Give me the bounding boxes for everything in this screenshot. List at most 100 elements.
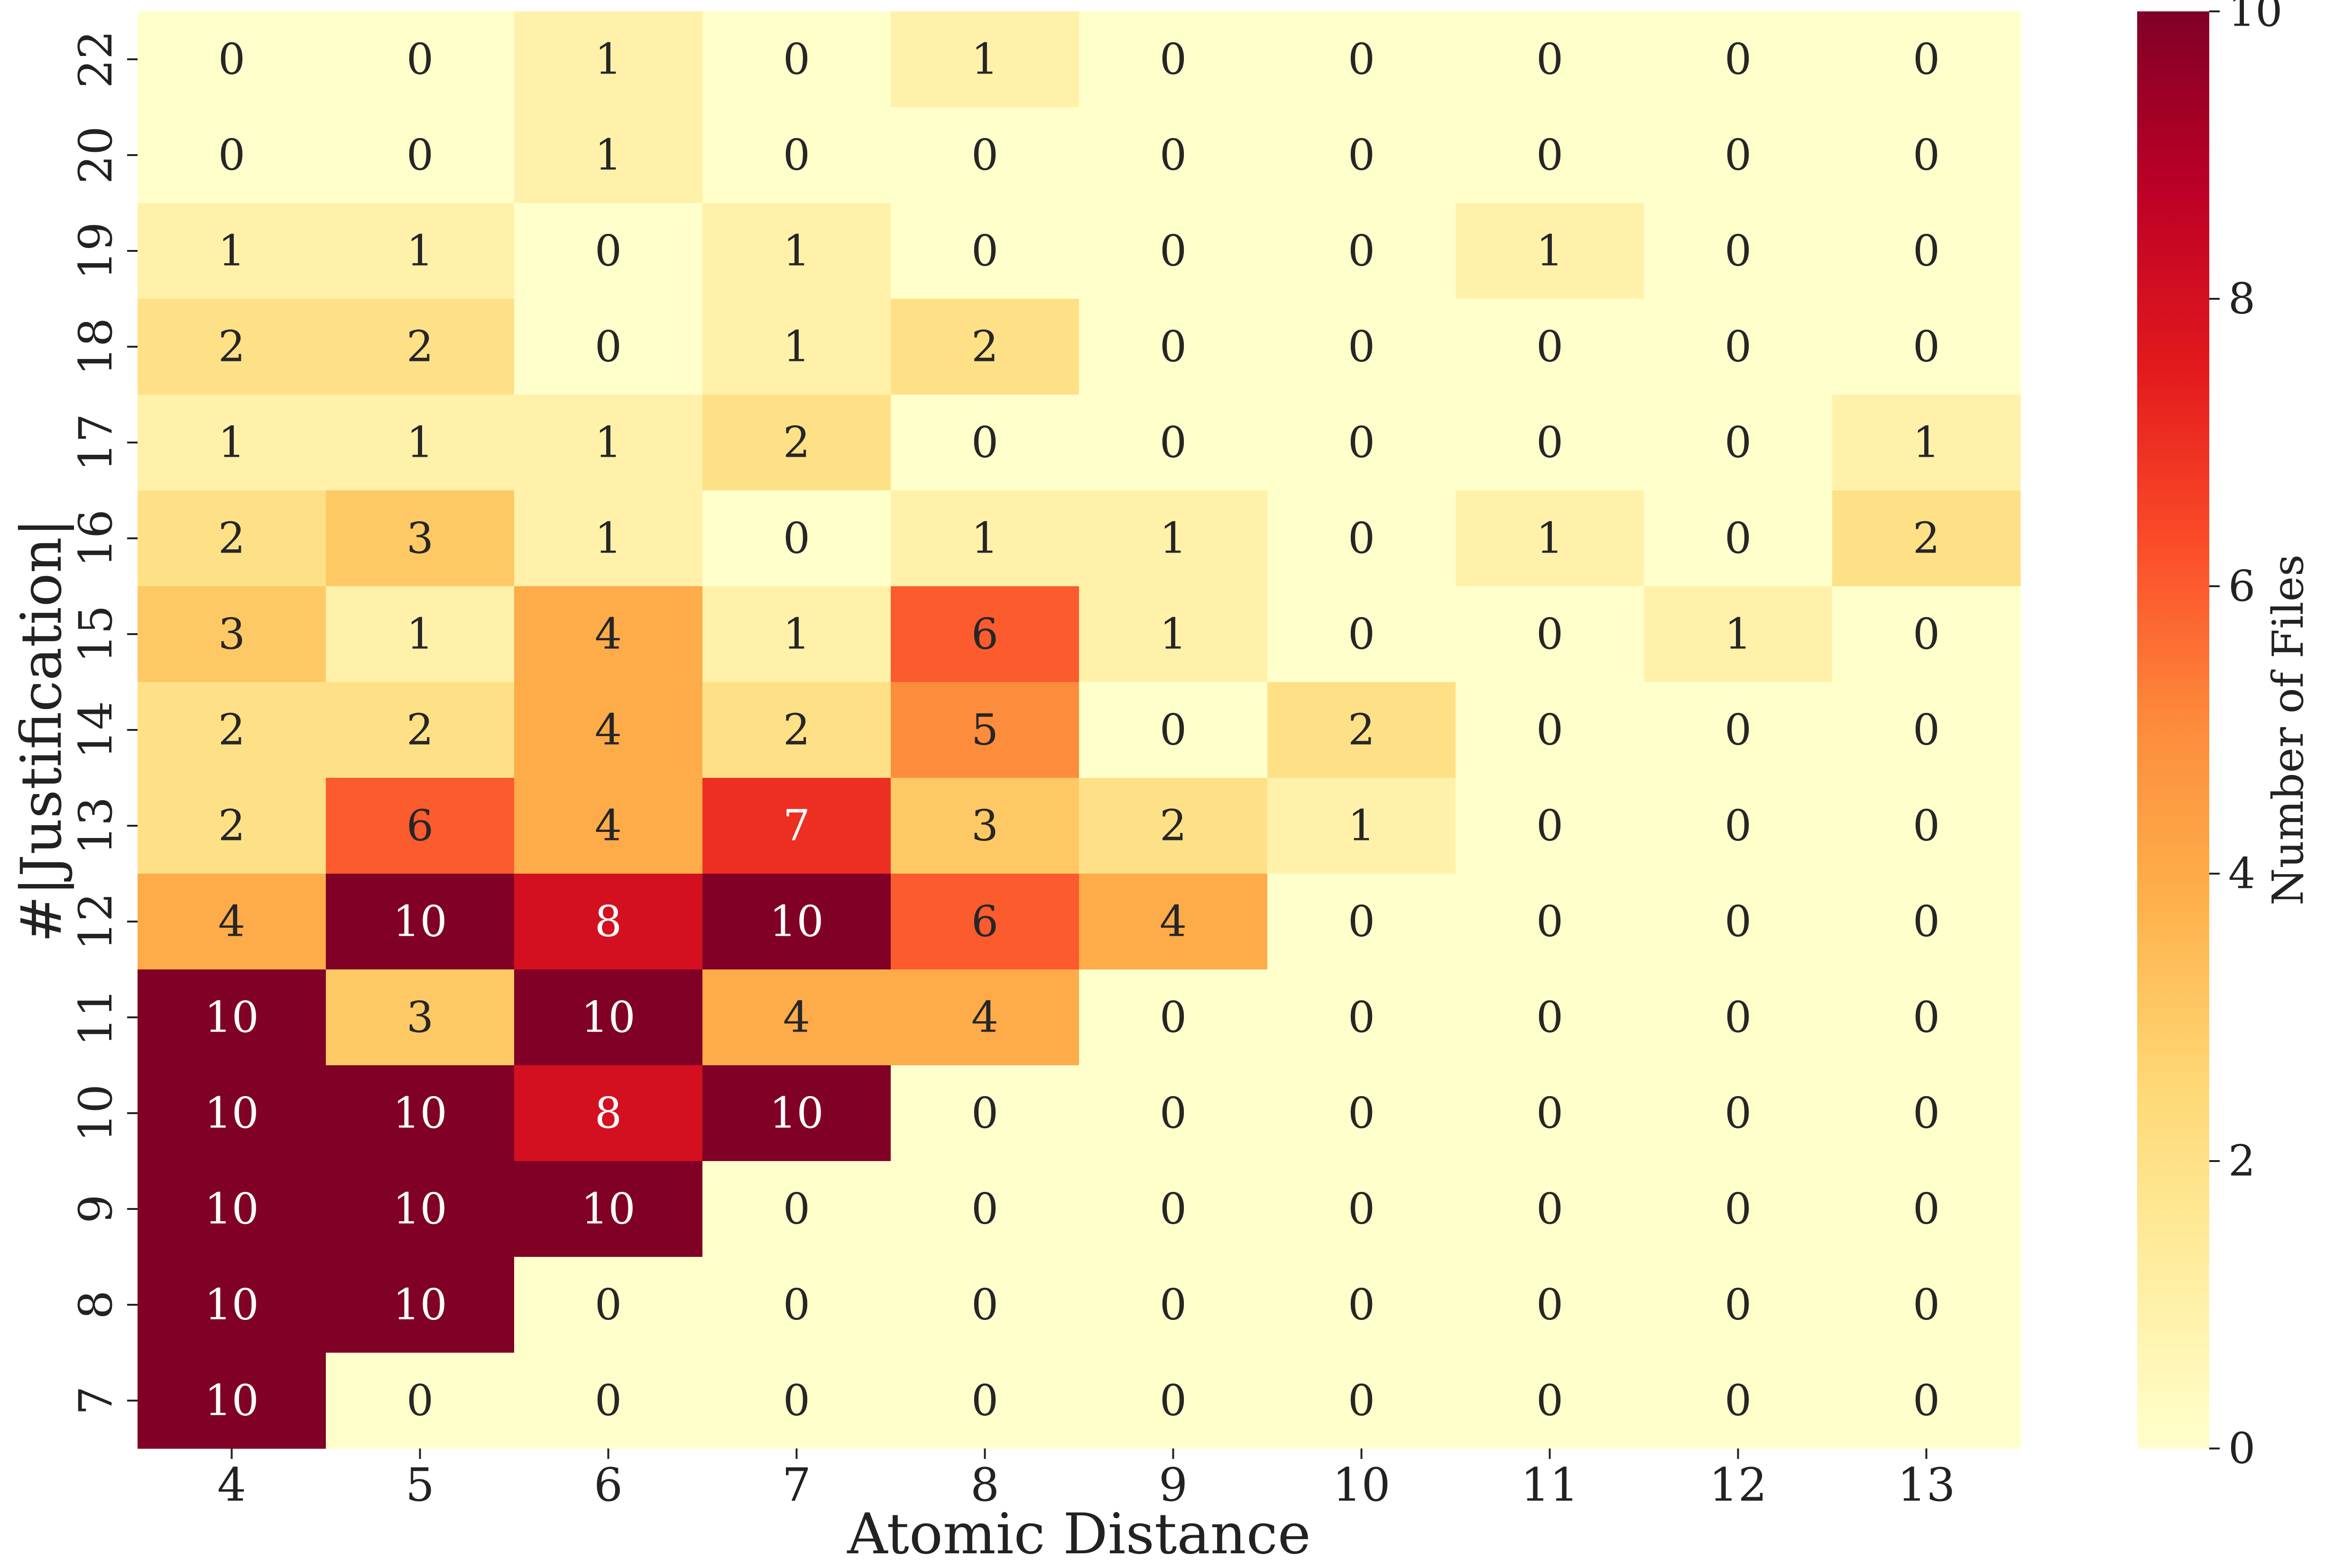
heatmap-cell bbox=[1644, 1257, 1833, 1353]
heatmap-cell bbox=[891, 586, 1079, 683]
cell-value-label: 0 bbox=[1160, 226, 1187, 276]
cell-value-label: 8 bbox=[595, 897, 622, 947]
heatmap-cell bbox=[1832, 1257, 2021, 1353]
heatmap-cell bbox=[1267, 586, 1456, 683]
heatmap-cell bbox=[326, 395, 515, 491]
heatmap-cell bbox=[514, 11, 703, 108]
heatmap-cell bbox=[1267, 107, 1456, 203]
cell-value-label: 10 bbox=[204, 1280, 259, 1330]
heatmap-cell bbox=[326, 682, 515, 778]
heatmap-cell bbox=[1267, 1353, 1456, 1449]
cell-value-label: 0 bbox=[595, 1280, 622, 1330]
cell-value-label: 2 bbox=[971, 322, 998, 372]
heatmap-cell bbox=[702, 490, 891, 587]
colorbar-tick-label: 8 bbox=[2228, 274, 2255, 324]
cell-value-label: 3 bbox=[218, 609, 245, 659]
colorbar-ticks: 0 2 4 6 8 10 bbox=[2209, 0, 2283, 1474]
cell-value-label: 1 bbox=[218, 418, 245, 468]
heatmap-cell bbox=[514, 1161, 703, 1257]
cell-value-label: 0 bbox=[1348, 609, 1375, 659]
y-tick-label: 7 bbox=[69, 1386, 122, 1415]
cell-value-label: 1 bbox=[971, 514, 998, 563]
cell-value-label: 0 bbox=[1913, 1184, 1940, 1234]
cell-value-label: 0 bbox=[1913, 1376, 1940, 1426]
cell-value-label: 0 bbox=[1725, 1280, 1752, 1330]
cell-value-label: 5 bbox=[971, 705, 998, 755]
cell-value-label: 10 bbox=[393, 1088, 447, 1138]
cell-value-label: 0 bbox=[1725, 705, 1752, 755]
cell-value-label: 6 bbox=[971, 609, 998, 659]
y-tick-label: 15 bbox=[69, 605, 122, 663]
cell-value-label: 0 bbox=[971, 1088, 998, 1138]
heatmap-cell bbox=[326, 778, 515, 874]
heatmap-cell bbox=[1832, 586, 2021, 683]
heatmap-cell bbox=[138, 969, 326, 1066]
cell-value-label: 1 bbox=[1348, 801, 1375, 851]
heatmap-cell bbox=[514, 203, 703, 299]
heatmap-cell bbox=[702, 586, 891, 683]
cell-value-label: 6 bbox=[971, 897, 998, 947]
cell-value-label: 0 bbox=[1725, 35, 1752, 84]
heatmap-cell bbox=[1456, 874, 1644, 970]
y-tick-label: 22 bbox=[69, 30, 122, 88]
cell-value-label: 0 bbox=[1348, 1280, 1375, 1330]
heatmap-cell bbox=[326, 203, 515, 299]
cell-value-label: 0 bbox=[971, 130, 998, 180]
heatmap-cell bbox=[891, 490, 1079, 587]
cell-value-label: 0 bbox=[783, 130, 810, 180]
heatmap-cell bbox=[702, 969, 891, 1066]
heatmap-cell bbox=[891, 203, 1079, 299]
heatmap-cell bbox=[514, 490, 703, 587]
x-tick-label: 11 bbox=[1521, 1458, 1578, 1512]
cell-value-label: 0 bbox=[971, 1184, 998, 1234]
cell-value-label: 0 bbox=[971, 1376, 998, 1426]
heatmap-cell bbox=[702, 1161, 891, 1257]
y-tick-label: 16 bbox=[69, 509, 122, 567]
cell-value-label: 10 bbox=[581, 993, 636, 1042]
cell-value-label: 0 bbox=[1536, 609, 1563, 659]
heatmap-cell bbox=[1644, 1161, 1833, 1257]
cell-value-label: 1 bbox=[595, 514, 622, 563]
heatmap-cell bbox=[1644, 299, 1833, 395]
cell-value-label: 4 bbox=[783, 993, 810, 1042]
heatmap-cell bbox=[138, 395, 326, 491]
heatmap-cell bbox=[514, 874, 703, 970]
cell-value-label: 0 bbox=[218, 35, 245, 84]
heatmap-cell bbox=[1832, 1065, 2021, 1162]
cell-value-label: 0 bbox=[1160, 35, 1187, 84]
cell-value-label: 0 bbox=[1913, 322, 1940, 372]
cell-value-label: 0 bbox=[1536, 130, 1563, 180]
cell-value-label: 0 bbox=[1348, 993, 1375, 1042]
heatmap-cell bbox=[514, 778, 703, 874]
heatmap-cell bbox=[1644, 969, 1833, 1066]
cell-value-label: 0 bbox=[1725, 801, 1752, 851]
y-tick-label: 9 bbox=[69, 1194, 122, 1223]
heatmap-cell bbox=[138, 586, 326, 683]
y-tick-label: 13 bbox=[69, 797, 122, 855]
heatmap-cell bbox=[702, 682, 891, 778]
y-tick-label: 10 bbox=[69, 1084, 122, 1142]
heatmap-cell bbox=[1079, 1065, 1268, 1162]
cell-value-label: 4 bbox=[218, 897, 245, 947]
heatmap-cell bbox=[138, 778, 326, 874]
cell-value-label: 0 bbox=[1913, 226, 1940, 276]
heatmap-cell bbox=[138, 874, 326, 970]
cell-value-label: 0 bbox=[1725, 322, 1752, 372]
heatmap-cell bbox=[138, 1065, 326, 1162]
y-tick-label: 11 bbox=[69, 988, 122, 1046]
y-tick-label: 18 bbox=[69, 318, 122, 376]
heatmap-cell bbox=[1456, 203, 1644, 299]
cell-value-label: 4 bbox=[1160, 897, 1187, 947]
heatmap-cell bbox=[1079, 778, 1268, 874]
heatmap-cell bbox=[1832, 299, 2021, 395]
heatmap-cell bbox=[1267, 682, 1456, 778]
heatmap-cell bbox=[891, 1353, 1079, 1449]
heatmap-cell bbox=[891, 778, 1079, 874]
y-tick-label: 8 bbox=[69, 1290, 122, 1319]
cell-value-label: 0 bbox=[783, 1376, 810, 1426]
heatmap-cell bbox=[1456, 1161, 1644, 1257]
cell-value-label: 0 bbox=[1913, 897, 1940, 947]
heatmap-cell bbox=[1079, 586, 1268, 683]
heatmap-cell bbox=[1079, 969, 1268, 1066]
cell-value-label: 0 bbox=[1725, 226, 1752, 276]
